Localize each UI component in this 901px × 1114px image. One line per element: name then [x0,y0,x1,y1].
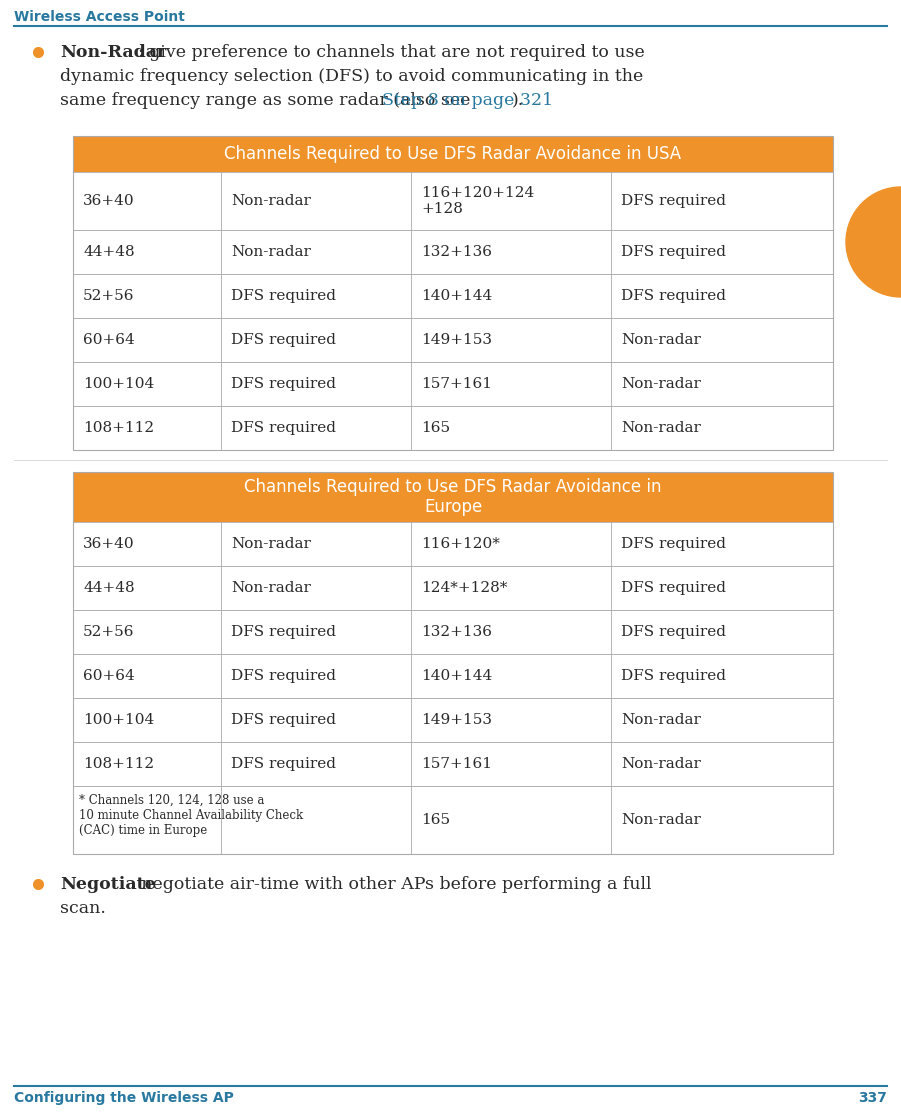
Text: scan.: scan. [60,900,106,917]
Text: Non-radar: Non-radar [231,194,311,208]
Bar [73,362,833,405]
Bar [73,472,833,854]
Bar [73,229,833,274]
Text: Channels Required to Use DFS Radar Avoidance in
Europe: Channels Required to Use DFS Radar Avoid… [244,478,661,517]
Bar [73,654,833,698]
Bar [73,405,833,450]
Text: 60+64: 60+64 [83,333,135,346]
Text: Non-radar: Non-radar [621,377,701,391]
Text: 44+48: 44+48 [83,245,134,258]
Text: DFS required: DFS required [621,582,726,595]
Text: Wireless Access Point: Wireless Access Point [14,10,185,25]
Text: 149+153: 149+153 [421,333,492,346]
Text: DFS required: DFS required [621,245,726,258]
Text: dynamic frequency selection (DFS) to avoid communicating in the: dynamic frequency selection (DFS) to avo… [60,68,643,85]
Text: DFS required: DFS required [231,421,336,434]
Text: Non-radar: Non-radar [231,537,311,551]
Text: DFS required: DFS required [231,670,336,683]
Bar [73,172,833,229]
Text: 52+56: 52+56 [83,625,134,639]
Text: 36+40: 36+40 [83,537,134,551]
Text: Non-radar: Non-radar [621,758,701,771]
Text: 116+120*: 116+120* [421,537,500,551]
Text: 132+136: 132+136 [421,625,492,639]
Text: DFS required: DFS required [621,194,726,208]
Text: Configuring the Wireless AP: Configuring the Wireless AP [14,1091,234,1105]
Text: Step 8 on page 321: Step 8 on page 321 [382,92,553,109]
Text: 124*+128*: 124*+128* [421,582,507,595]
Text: DFS required: DFS required [621,537,726,551]
Text: : give preference to channels that are not required to use: : give preference to channels that are n… [138,43,645,61]
Text: 149+153: 149+153 [421,713,492,727]
Text: 157+161: 157+161 [421,758,492,771]
Text: Non-radar: Non-radar [621,421,701,434]
Text: Negotiate: Negotiate [60,876,156,893]
Text: DFS required: DFS required [231,289,336,303]
Text: 165: 165 [421,421,450,434]
Bar [73,522,833,566]
Bar [73,566,833,610]
Text: Non-radar: Non-radar [621,713,701,727]
Text: 140+144: 140+144 [421,670,492,683]
Text: DFS required: DFS required [621,670,726,683]
Text: Non-radar: Non-radar [231,245,311,258]
Text: DFS required: DFS required [231,333,336,346]
Text: 44+48: 44+48 [83,582,134,595]
Text: 140+144: 140+144 [421,289,492,303]
Text: 60+64: 60+64 [83,670,135,683]
Text: 108+112: 108+112 [83,758,154,771]
Text: 36+40: 36+40 [83,194,134,208]
Text: Non-radar: Non-radar [621,333,701,346]
Text: 100+104: 100+104 [83,377,154,391]
Text: DFS required: DFS required [231,625,336,639]
Text: DFS required: DFS required [231,377,336,391]
Text: 157+161: 157+161 [421,377,492,391]
Text: same frequency range as some radar (also see: same frequency range as some radar (also… [60,92,476,109]
Bar [73,136,833,172]
Text: DFS required: DFS required [231,758,336,771]
Bar [73,698,833,742]
Text: 52+56: 52+56 [83,289,134,303]
Text: DFS required: DFS required [621,625,726,639]
Bar [73,317,833,362]
Text: Non-radar: Non-radar [621,813,701,827]
Bar [73,742,833,786]
Text: DFS required: DFS required [231,713,336,727]
Bar [73,786,833,854]
Text: 337: 337 [858,1091,887,1105]
Text: 165: 165 [421,813,450,827]
Text: * Channels 120, 124, 128 use a
10 minute Channel Availability Check
(CAC) time i: * Channels 120, 124, 128 use a 10 minute… [79,794,303,837]
Bar [73,136,833,450]
Text: 108+112: 108+112 [83,421,154,434]
Text: 132+136: 132+136 [421,245,492,258]
Text: DFS required: DFS required [621,289,726,303]
Text: : negotiate air-time with other APs before performing a full: : negotiate air-time with other APs befo… [130,876,651,893]
Text: ).: ). [512,92,524,109]
Text: 100+104: 100+104 [83,713,154,727]
Text: Non-Radar: Non-Radar [60,43,167,61]
Bar [73,274,833,317]
Text: Channels Required to Use DFS Radar Avoidance in USA: Channels Required to Use DFS Radar Avoid… [224,145,681,163]
Text: 116+120+124
+128: 116+120+124 +128 [421,186,534,216]
Text: Non-radar: Non-radar [231,582,311,595]
Bar [73,472,833,522]
Circle shape [846,187,901,297]
Bar [73,610,833,654]
